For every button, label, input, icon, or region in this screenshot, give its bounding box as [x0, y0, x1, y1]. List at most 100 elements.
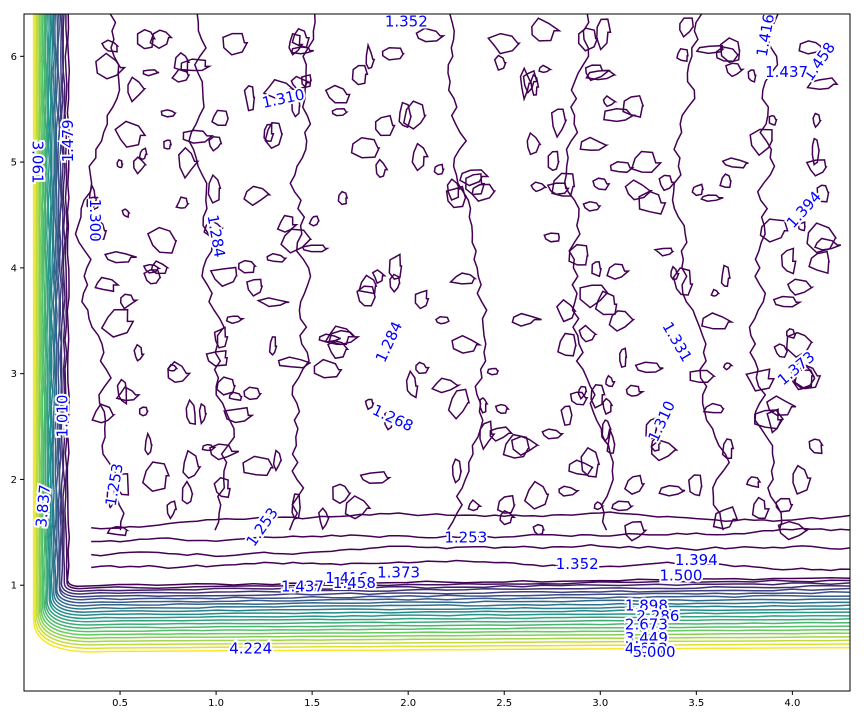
contour-label: 1.898 [625, 596, 668, 614]
contour-small-loop [91, 403, 116, 424]
contour-label: 1.500 [660, 567, 703, 585]
contour-interior-line [91, 559, 851, 572]
contour-level-line [64, 14, 851, 590]
contour-interior-line [446, 13, 488, 531]
contour-small-loop [262, 78, 296, 99]
contour-small-loop [578, 324, 598, 343]
contour-level-line [50, 14, 851, 613]
contour-small-loop [530, 73, 540, 96]
contour-small-loop [344, 495, 372, 520]
contour-small-loop [489, 426, 514, 442]
contour-small-loop [722, 362, 734, 371]
contour-small-loop [243, 85, 256, 112]
contour-small-loop [591, 261, 602, 278]
contour-small-loop [580, 446, 601, 478]
contour-level-line [49, 13, 851, 617]
contour-label: 4.224 [229, 640, 272, 658]
contour-level-line [58, 13, 851, 598]
contour-interior-line [671, 13, 731, 531]
contour-small-loop [327, 339, 350, 360]
contour-small-loop [445, 185, 467, 209]
contour-level-line [41, 13, 851, 633]
contour-small-loop [676, 47, 689, 63]
contour-small-loop [749, 128, 774, 157]
contour-small-loop [268, 336, 278, 357]
contour-small-loop [487, 32, 522, 55]
contour-label: 1.479 [59, 119, 77, 162]
contour-small-loop [371, 269, 387, 285]
contour-small-loop [650, 439, 679, 462]
contour-small-loop [658, 484, 686, 497]
contour-small-loop [777, 520, 811, 541]
contour-small-loop [579, 284, 610, 309]
contour-small-loop [178, 146, 200, 180]
contour-small-loop [213, 476, 231, 499]
contour-small-loop [569, 391, 589, 406]
contour-small-loop [175, 196, 190, 209]
contour-small-loop [812, 112, 822, 129]
contour-small-loop [225, 315, 246, 325]
contour-small-loop [558, 485, 581, 497]
contour-level-line [66, 13, 851, 588]
y-tick-label: 5 [11, 158, 17, 169]
contour-small-loop [689, 369, 717, 384]
x-tick-label: 0.5 [112, 698, 128, 709]
x-tick-label: 1.5 [304, 698, 320, 709]
contour-small-loop [160, 109, 177, 118]
contour-small-loop [611, 500, 635, 512]
plot-frame [23, 13, 851, 692]
contour-level-line [43, 13, 851, 630]
contour-level-line [55, 13, 851, 604]
contour-small-loop [143, 269, 162, 285]
contour-small-loop [324, 84, 351, 104]
x-tick-label: 1.0 [208, 698, 224, 709]
contour-small-loop [638, 190, 667, 215]
contour-small-loop [337, 190, 349, 206]
contour-small-loop [291, 27, 310, 49]
contour-small-loop [374, 114, 396, 137]
contour-small-loop [775, 497, 794, 513]
contour-level-line [35, 13, 851, 646]
y-tick-label: 3 [11, 369, 17, 380]
contour-small-loop [624, 520, 648, 542]
contour-small-loop [486, 367, 500, 376]
contour-small-loop [133, 343, 145, 362]
contour-small-loop [526, 131, 542, 156]
contour-small-loop [163, 139, 173, 150]
contour-small-loop [605, 374, 616, 388]
contour-small-loop [530, 181, 548, 193]
contour-small-loop [430, 377, 462, 394]
contour-level-line [60, 13, 851, 595]
contour-small-loop [209, 266, 238, 288]
contour-small-loop [582, 201, 602, 212]
contour-small-loop [791, 369, 816, 390]
contour-small-loop [606, 263, 631, 280]
contour-small-loop [808, 438, 824, 455]
contour-small-loop [719, 37, 741, 64]
contour-level-line [47, 13, 851, 620]
contour-label: 3.837 [32, 484, 54, 528]
contour-label: 3.449 [625, 629, 668, 647]
contour-small-loop [625, 384, 646, 397]
contour-small-loop [522, 69, 538, 94]
contour-small-loop [658, 174, 677, 192]
contour-small-loop [100, 39, 120, 53]
contour-small-loop [198, 402, 208, 426]
contour-small-loop [747, 69, 757, 83]
contour-small-loop [276, 214, 299, 233]
contour-small-loop [493, 54, 507, 72]
contour-small-loop [213, 326, 229, 349]
contour-small-loop [547, 150, 560, 172]
contour-small-loop [619, 347, 628, 369]
contour-small-loop [467, 499, 483, 512]
contour-small-loop [813, 237, 842, 251]
contour-small-loop [243, 386, 263, 401]
contour-small-loop [691, 183, 704, 197]
contour-small-loop [364, 398, 375, 411]
contour-small-loop [246, 278, 264, 297]
contour-small-loop [136, 28, 157, 50]
contour-small-loop [584, 64, 611, 82]
contour-small-loop [415, 361, 430, 375]
contour-small-loop [766, 395, 797, 417]
contour-small-loop [523, 480, 550, 510]
